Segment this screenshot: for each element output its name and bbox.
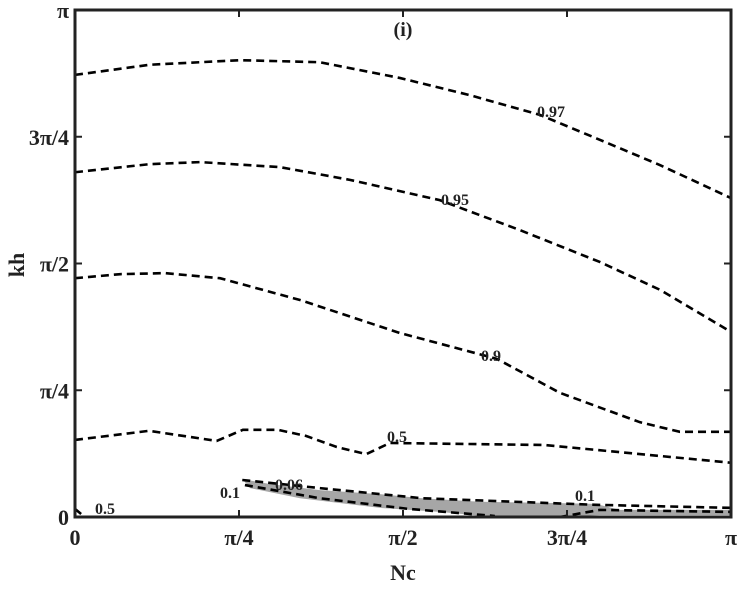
x-axis-label: Nc [390,560,416,584]
contour-line-0-5 [74,428,732,465]
contour-label: 0.95 [441,192,469,209]
y-tick-label: 0 [58,505,69,530]
contour-label: 0.1 [220,485,240,502]
contour-label: 0.06 [275,477,303,494]
contour-line-0-9 [74,271,731,434]
contour-label: 0.5 [387,429,407,446]
y-tick-label: π/2 [40,252,69,277]
x-tick-label: 0 [70,525,81,550]
contour-label: 0.5 [95,501,115,518]
panel-label: (i) [394,19,413,41]
contour-label: 0.9 [481,348,501,365]
y-axis-label: kh [4,253,29,277]
y-tick-label: π [57,0,69,23]
shaded-region [242,478,731,517]
contour-line-0-1 [559,508,732,519]
contour-line-0-95 [74,160,732,334]
contour-label: 0.1 [575,488,595,505]
contour-label: 0.97 [537,104,565,121]
ticks-layer: 0 π/4 π/2 3π/4 π 0 π/4 π/2 3π/4 π [29,0,737,550]
x-tick-label: 3π/4 [547,525,587,550]
contour-lines-layer [74,58,732,519]
y-tick-label: 3π/4 [29,125,69,150]
contour-line-0-97 [74,58,732,200]
y-tick-label: π/4 [40,378,69,403]
x-tick-label: π [725,525,737,550]
contour-labels-layer: 0.97 0.95 0.9 0.5 0.5 0.06 0.1 0.1 [95,104,595,518]
x-tick-label: π/2 [388,525,417,550]
shaded-region-layer [242,478,731,517]
x-tick-label: π/4 [224,525,253,550]
contour-line-0-1 [244,483,495,518]
